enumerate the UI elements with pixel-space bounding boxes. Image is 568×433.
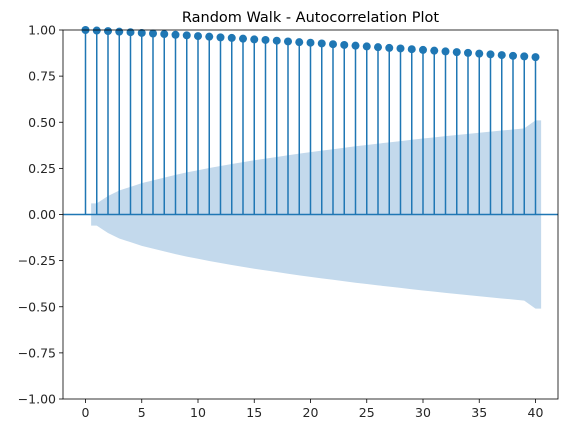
acf-point-lag-34 [464, 48, 472, 57]
chart-title: Random Walk - Autocorrelation Plot [182, 10, 440, 26]
x-tick-label: 35 [471, 405, 487, 420]
stem-layer [81, 26, 540, 215]
acf-point-lag-24 [351, 41, 360, 50]
x-tick-label: 40 [528, 405, 544, 420]
acf-point-lag-9 [182, 31, 191, 40]
acf-point-lag-15 [250, 35, 259, 44]
acf-point-lag-28 [396, 44, 405, 53]
acf-point-lag-22 [329, 40, 337, 49]
acf-point-lag-19 [295, 38, 304, 47]
x-tick-label: 5 [138, 405, 146, 420]
acf-point-lag-7 [160, 30, 169, 39]
acf-point-lag-33 [452, 48, 461, 57]
acf-point-lag-32 [441, 47, 450, 56]
y-tick-label: 0.25 [28, 161, 56, 176]
y-tick-label: −0.50 [18, 299, 56, 314]
acf-point-lag-13 [227, 33, 236, 42]
acf-point-lag-12 [216, 33, 225, 42]
y-tick-label: 0.50 [28, 115, 56, 130]
x-axis: 0 5 10 15 20 25 30 35 40 [82, 399, 544, 420]
acf-point-lag-20 [306, 38, 315, 47]
y-tick-label: −0.75 [18, 345, 56, 360]
acf-point-lag-21 [317, 39, 326, 48]
x-tick-label: 15 [246, 405, 262, 420]
acf-point-lag-5 [137, 28, 146, 37]
acf-point-lag-40 [531, 53, 540, 62]
acf-point-lag-27 [385, 43, 394, 52]
acf-point-lag-37 [497, 51, 506, 60]
acf-point-lag-25 [362, 42, 371, 51]
x-tick-label: 25 [359, 405, 375, 420]
acf-point-lag-14 [239, 34, 247, 43]
acf-point-lag-10 [194, 32, 202, 41]
acf-point-lag-8 [171, 30, 180, 39]
y-tick-label: 0.75 [28, 69, 56, 84]
acf-point-lag-35 [475, 49, 484, 58]
y-tick-label: 1.00 [28, 23, 56, 38]
y-tick-label: 0.00 [28, 207, 56, 222]
y-axis: −1.00 −0.75 −0.50 −0.25 0.00 0.25 0.50 0.75 1.00 [18, 23, 63, 407]
x-tick-label: 20 [303, 405, 319, 420]
acf-point-lag-17 [272, 36, 281, 45]
acf-point-lag-3 [115, 27, 124, 36]
y-tick-label: −0.25 [18, 253, 56, 268]
acf-point-lag-11 [205, 32, 214, 41]
x-tick-label: 10 [190, 405, 206, 420]
acf-point-lag-36 [486, 50, 495, 59]
acf-point-lag-30 [419, 45, 427, 54]
x-tick-label: 0 [82, 405, 90, 420]
acf-point-lag-38 [509, 51, 517, 60]
acf-point-lag-16 [261, 35, 270, 44]
y-tick-label: −1.00 [18, 392, 56, 407]
acf-point-lag-39 [520, 52, 529, 61]
acf-point-lag-18 [284, 37, 292, 46]
acf-point-lag-1 [92, 26, 101, 35]
acf-point-lag-2 [104, 27, 112, 36]
acf-point-lag-31 [430, 46, 439, 55]
x-tick-label: 30 [415, 405, 431, 420]
acf-point-lag-29 [407, 45, 416, 54]
acf-point-lag-23 [340, 40, 349, 49]
acf-point-lag-4 [126, 28, 135, 37]
acf-point-lag-26 [374, 43, 382, 52]
acf-point-lag-6 [149, 29, 157, 38]
